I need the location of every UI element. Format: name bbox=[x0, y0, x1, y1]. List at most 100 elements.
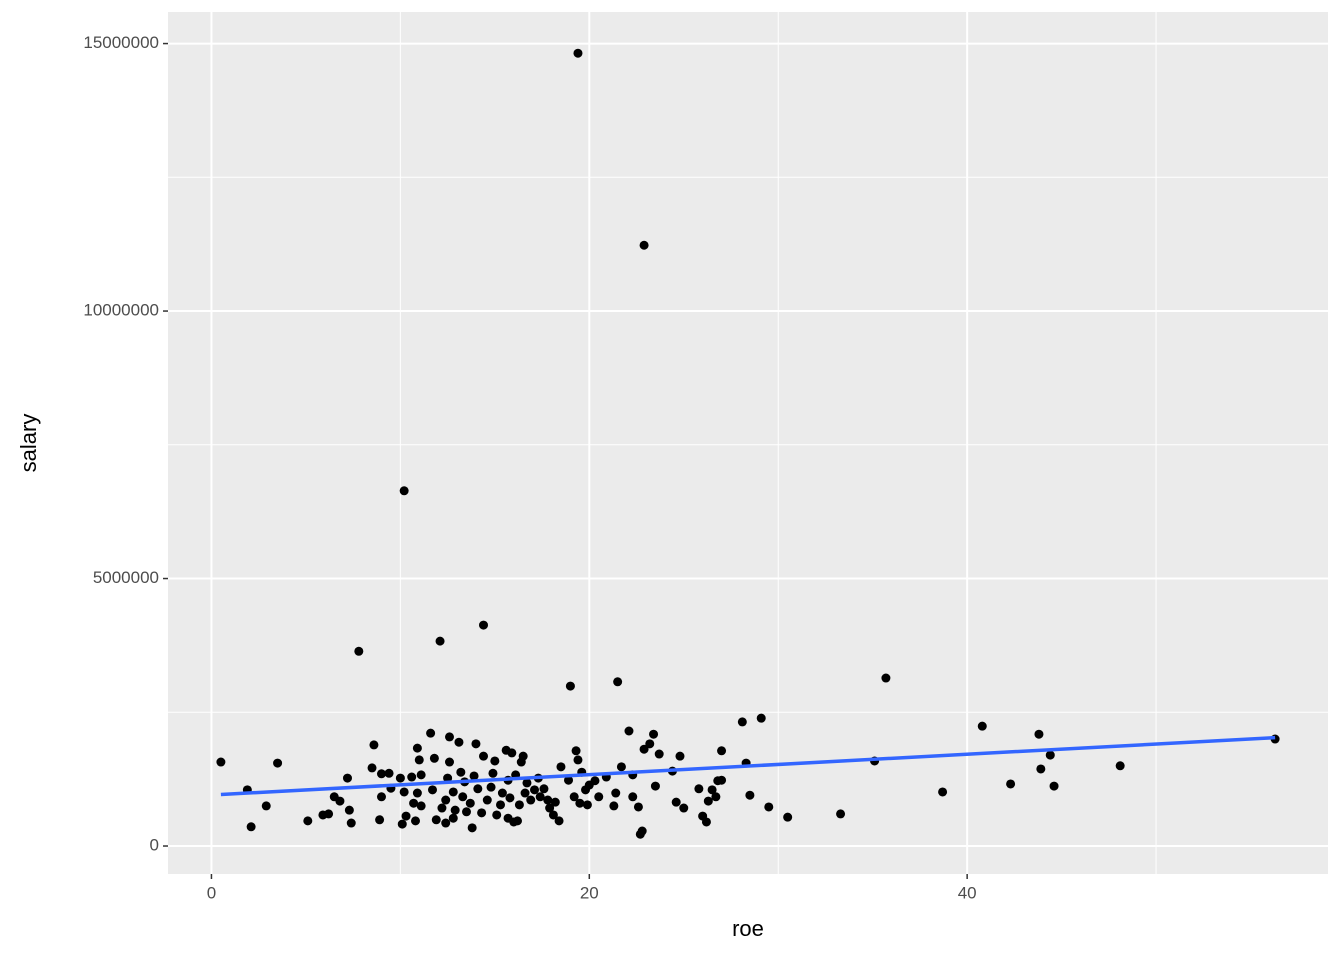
point bbox=[543, 795, 553, 805]
point bbox=[737, 717, 747, 727]
point bbox=[465, 798, 475, 808]
point bbox=[342, 773, 352, 783]
y-tick-label: 0 bbox=[150, 836, 159, 855]
point bbox=[650, 781, 660, 791]
point bbox=[556, 762, 566, 772]
point bbox=[384, 768, 394, 778]
point bbox=[756, 713, 766, 723]
point bbox=[324, 809, 334, 819]
point bbox=[616, 762, 626, 772]
point bbox=[938, 787, 948, 797]
point bbox=[554, 816, 564, 826]
point bbox=[520, 788, 530, 798]
point bbox=[717, 775, 727, 785]
point bbox=[456, 767, 466, 777]
point bbox=[369, 740, 379, 750]
point bbox=[505, 793, 515, 803]
point bbox=[564, 775, 574, 785]
point bbox=[344, 805, 354, 815]
point bbox=[573, 48, 583, 58]
point bbox=[530, 785, 540, 795]
point bbox=[649, 729, 659, 739]
y-tick-label: 15000000 bbox=[83, 33, 159, 52]
y-tick-label: 5000000 bbox=[93, 568, 159, 587]
grid bbox=[168, 12, 1328, 874]
point bbox=[1036, 764, 1046, 774]
point bbox=[467, 823, 477, 833]
point bbox=[477, 808, 487, 818]
point bbox=[703, 796, 713, 806]
point bbox=[410, 816, 420, 826]
point bbox=[565, 681, 575, 691]
point bbox=[488, 768, 498, 778]
point bbox=[679, 803, 689, 813]
point bbox=[526, 795, 536, 805]
point bbox=[881, 673, 891, 683]
point bbox=[497, 788, 507, 798]
point bbox=[473, 784, 483, 794]
point bbox=[426, 728, 436, 738]
point bbox=[395, 773, 405, 783]
point bbox=[431, 815, 441, 825]
point bbox=[594, 792, 604, 802]
point bbox=[545, 803, 555, 813]
point bbox=[416, 801, 426, 811]
point bbox=[764, 802, 774, 812]
point bbox=[611, 788, 621, 798]
point bbox=[613, 677, 623, 687]
point bbox=[444, 757, 454, 767]
point bbox=[575, 798, 585, 808]
point bbox=[514, 800, 524, 810]
point bbox=[645, 739, 655, 749]
point bbox=[412, 788, 422, 798]
point bbox=[450, 805, 460, 815]
point bbox=[783, 812, 793, 822]
point bbox=[458, 792, 468, 802]
point bbox=[375, 815, 385, 825]
point bbox=[571, 746, 581, 756]
point bbox=[448, 813, 458, 823]
point bbox=[479, 751, 489, 761]
point bbox=[454, 737, 464, 747]
point bbox=[441, 795, 451, 805]
point bbox=[448, 787, 458, 797]
point bbox=[246, 822, 256, 832]
point bbox=[977, 721, 987, 731]
point bbox=[435, 636, 445, 646]
point bbox=[1034, 729, 1044, 739]
point bbox=[628, 792, 638, 802]
point bbox=[639, 744, 649, 754]
x-axis-title: roe bbox=[732, 916, 764, 941]
point bbox=[346, 818, 356, 828]
point bbox=[443, 773, 453, 783]
point bbox=[462, 807, 472, 817]
point bbox=[518, 751, 528, 761]
point bbox=[635, 829, 645, 839]
point bbox=[745, 790, 755, 800]
point bbox=[427, 785, 437, 795]
point bbox=[1045, 750, 1055, 760]
x-tick-label: 20 bbox=[580, 883, 599, 902]
point bbox=[1115, 761, 1125, 771]
point bbox=[401, 811, 411, 821]
point bbox=[399, 787, 409, 797]
point bbox=[397, 819, 407, 829]
point bbox=[701, 817, 711, 827]
x-tick-label: 40 bbox=[958, 883, 977, 902]
point bbox=[633, 802, 643, 812]
marks bbox=[216, 48, 1280, 839]
point bbox=[711, 792, 721, 802]
point bbox=[694, 784, 704, 794]
point bbox=[486, 782, 496, 792]
point bbox=[675, 751, 685, 761]
point bbox=[496, 800, 506, 810]
point bbox=[471, 739, 481, 749]
point bbox=[407, 772, 417, 782]
point bbox=[490, 756, 500, 766]
point bbox=[437, 803, 447, 813]
point bbox=[590, 776, 600, 786]
y-tick-label: 10000000 bbox=[83, 301, 159, 320]
point bbox=[429, 753, 439, 763]
point bbox=[479, 620, 489, 630]
